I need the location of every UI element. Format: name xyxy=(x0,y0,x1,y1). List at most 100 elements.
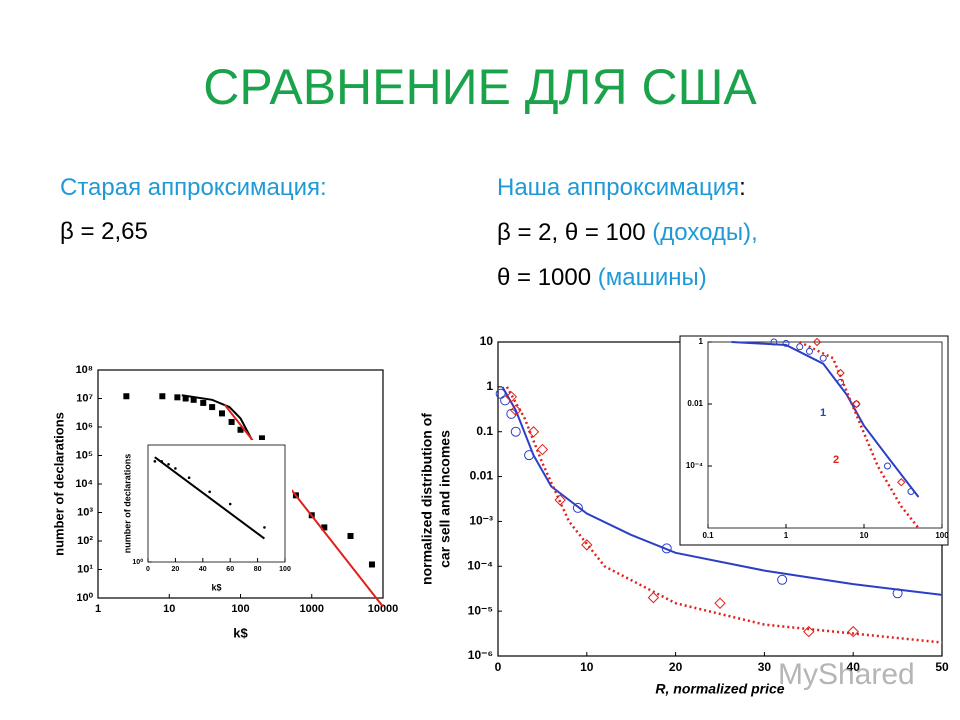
y-tick-label: 10 xyxy=(480,334,494,348)
y-tick-label: 10⁴ xyxy=(75,478,93,490)
y-tick-label: 10⁻⁴ xyxy=(467,558,493,572)
y-axis-label: number of declarations xyxy=(51,412,66,556)
marker xyxy=(782,339,790,347)
marker xyxy=(510,404,522,417)
marker xyxy=(187,476,191,480)
slide-title: СРАВНЕНИЕ ДЛЯ США xyxy=(203,59,757,115)
y-axis-label: normalized distribution of xyxy=(419,413,435,585)
marker xyxy=(805,347,813,355)
marker xyxy=(847,625,859,638)
y-tick-label: 10⁵ xyxy=(76,449,93,461)
formula: β = 2, θ = 100 xyxy=(497,219,646,246)
x-tick-label: 100 xyxy=(279,566,291,573)
x-tick-label: 0.1 xyxy=(702,531,714,540)
y-tick-label: 10⁰ xyxy=(132,558,143,566)
x-tick-label: 0 xyxy=(495,660,502,674)
marker xyxy=(209,404,216,411)
annotation: 1 xyxy=(820,407,826,419)
x-tick-label: 10 xyxy=(580,660,594,674)
curve xyxy=(154,456,265,540)
marker xyxy=(208,490,211,494)
plot-frame xyxy=(707,341,943,529)
marker xyxy=(581,539,593,551)
marker xyxy=(190,396,197,403)
inset-frame xyxy=(118,440,292,578)
right-line1: β = 2, θ = 100 (доходы), xyxy=(497,219,758,247)
y-tick-label: 10² xyxy=(77,535,93,547)
marker xyxy=(258,435,265,442)
y-tick-label: 0.01 xyxy=(470,469,494,483)
marker xyxy=(182,395,189,402)
marker xyxy=(714,597,726,609)
marker xyxy=(123,393,130,400)
x-tick-label: 20 xyxy=(669,660,683,674)
x-tick-label: 50 xyxy=(935,660,949,674)
x-tick-label: 60 xyxy=(226,566,234,573)
marker xyxy=(368,561,375,568)
marker xyxy=(852,399,861,409)
marker xyxy=(219,410,226,417)
x-tick-label: 100 xyxy=(935,531,949,540)
marker xyxy=(321,524,328,531)
marker xyxy=(812,337,822,347)
marker xyxy=(263,526,266,529)
x-tick-label: 1 xyxy=(95,603,101,615)
left-heading: Старая аппроксимация: xyxy=(60,174,327,201)
marker xyxy=(159,393,166,400)
y-tick-label: 10⁰ xyxy=(76,592,93,604)
y-tick-label: 1 xyxy=(699,337,704,346)
marker xyxy=(174,394,181,401)
y-tick-label: 10¹ xyxy=(77,563,93,575)
y-tick-label: 10⁻⁶ xyxy=(468,648,493,662)
note: (машины) xyxy=(591,264,707,291)
x-tick-label: 30 xyxy=(758,660,772,674)
y-tick-label: 10⁶ xyxy=(76,421,93,433)
marker xyxy=(505,391,518,403)
watermark: MyShared xyxy=(778,658,915,691)
left-formula: β = 2,65 xyxy=(60,218,148,245)
curve xyxy=(223,404,384,608)
marker xyxy=(510,426,521,437)
heading-colon: : xyxy=(739,174,746,201)
note: (доходы), xyxy=(645,219,758,246)
right-line2: θ = 1000 (машины) xyxy=(497,264,707,292)
marker xyxy=(200,399,207,406)
formula: θ = 1000 xyxy=(497,264,592,291)
x-axis-label: k$ xyxy=(233,625,248,640)
curve xyxy=(501,386,943,596)
x-tick-label: 100 xyxy=(231,603,249,615)
marker xyxy=(883,462,891,470)
y-tick-label: 0.1 xyxy=(476,424,493,438)
x-tick-label: 40 xyxy=(847,660,861,674)
y-tick-label: 10⁷ xyxy=(76,392,93,404)
x-tick-label: 1000 xyxy=(300,603,324,615)
marker xyxy=(174,467,177,470)
right-heading: Наша аппроксимация: xyxy=(497,174,746,202)
y-tick-label: 10⁻³ xyxy=(469,514,493,528)
x-tick-label: 1 xyxy=(784,531,789,540)
y-tick-label: 10³ xyxy=(77,506,93,518)
x-axis-label: k$ xyxy=(211,582,221,592)
curve xyxy=(731,341,920,498)
inset-frame xyxy=(679,335,949,546)
y-axis-label: car sell and incomes xyxy=(437,430,453,568)
marker xyxy=(228,418,235,425)
marker xyxy=(527,426,540,438)
y-axis-label: number of declarations xyxy=(122,454,132,554)
marker xyxy=(777,574,788,585)
heading-text: Наша аппроксимация xyxy=(497,174,740,201)
y-tick-label: 10⁻⁵ xyxy=(468,603,493,617)
x-tick-label: 40 xyxy=(199,566,207,573)
x-tick-label: 10 xyxy=(860,531,869,540)
marker xyxy=(536,443,549,456)
x-tick-label: 0 xyxy=(146,566,150,573)
y-tick-label: 0.01 xyxy=(687,399,703,408)
x-tick-label: 80 xyxy=(254,566,262,573)
marker xyxy=(572,502,583,513)
marker xyxy=(153,460,157,463)
marker xyxy=(347,532,354,539)
x-tick-label: 20 xyxy=(172,566,180,573)
x-tick-label: 10000 xyxy=(368,603,399,615)
